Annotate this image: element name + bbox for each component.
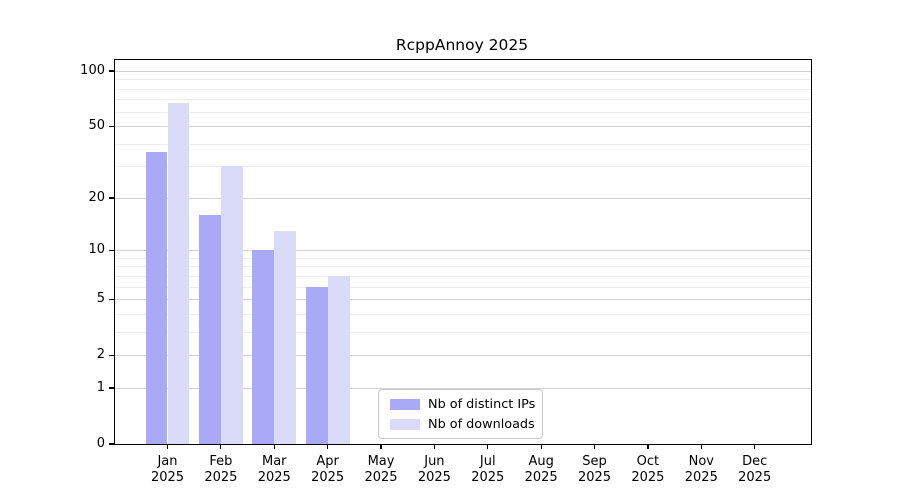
x-axis-tick <box>647 444 649 449</box>
legend-item-distinct-ips: Nb of distinct IPs <box>390 397 542 412</box>
minor-gridline <box>115 275 811 277</box>
x-axis-label-year: 2025 <box>311 470 345 485</box>
y-axis-label: 1 <box>96 379 105 395</box>
y-axis-tick <box>109 387 115 389</box>
minor-gridline <box>115 257 811 259</box>
major-gridline <box>115 70 811 72</box>
y-axis-label: 10 <box>88 242 105 258</box>
x-axis-label: Jul 2025 <box>458 454 518 486</box>
major-gridline <box>115 387 811 389</box>
x-axis-label-year: 2025 <box>150 470 185 485</box>
x-axis-label: Aug 2025 <box>511 454 571 486</box>
x-axis-label-year: 2025 <box>577 470 612 485</box>
x-axis-tick <box>540 444 542 449</box>
x-axis-label-year: 2025 <box>631 470 665 485</box>
x-axis-tick <box>433 444 435 449</box>
x-axis-label-year: 2025 <box>471 470 505 485</box>
y-axis-label: 5 <box>96 291 105 307</box>
major-gridline <box>115 197 811 199</box>
major-gridline <box>115 250 811 252</box>
x-axis-label: May 2025 <box>351 454 411 486</box>
major-gridline <box>115 126 811 128</box>
legend-swatch-distinct-ips <box>390 399 420 410</box>
x-axis-label-year: 2025 <box>684 470 718 485</box>
x-axis-label-year: 2025 <box>738 470 772 485</box>
bar-distinct-ips-apr <box>305 286 328 444</box>
minor-gridline <box>115 331 811 333</box>
y-axis-tick <box>109 298 115 300</box>
legend-label-distinct-ips: Nb of distinct IPs <box>428 397 536 412</box>
x-axis-label-year: 2025 <box>417 470 451 485</box>
legend: Nb of distinct IPs Nb of downloads <box>378 389 543 439</box>
x-axis-label: Apr 2025 <box>298 454 358 486</box>
bar-distinct-ips-mar <box>252 250 275 444</box>
x-axis-tick <box>700 444 702 449</box>
x-axis-tick <box>166 444 169 449</box>
y-axis-label: 100 <box>80 62 105 78</box>
x-axis-label: Jun 2025 <box>404 454 464 486</box>
bar-downloads-jan <box>167 102 190 444</box>
x-axis-label-year: 2025 <box>524 470 558 485</box>
y-axis-tick <box>109 197 115 199</box>
x-axis-label: Feb 2025 <box>191 454 251 486</box>
x-axis-tick <box>273 444 275 449</box>
bar-downloads-feb <box>220 166 243 444</box>
x-axis-tick <box>380 444 382 449</box>
x-axis-label: Mar 2025 <box>244 454 304 486</box>
y-axis-tick <box>109 249 115 251</box>
minor-gridline <box>115 166 811 168</box>
minor-gridline <box>115 313 811 315</box>
y-axis-label: 0 <box>96 436 105 451</box>
legend-label-downloads: Nb of downloads <box>428 417 535 432</box>
minor-gridline <box>115 88 811 90</box>
chart-title: RcppAnnoy 2025 <box>395 36 529 54</box>
x-axis-label: Jan 2025 <box>138 454 198 486</box>
bar-distinct-ips-jan <box>145 152 168 444</box>
minor-gridline <box>115 286 811 288</box>
legend-swatch-downloads <box>390 419 420 430</box>
x-axis-tick <box>220 444 222 449</box>
minor-gridline <box>115 79 811 81</box>
minor-gridline <box>115 99 811 101</box>
x-axis-label-year: 2025 <box>364 470 398 485</box>
x-axis-label: Nov 2025 <box>671 454 731 486</box>
bar-downloads-apr <box>327 275 350 444</box>
x-axis-label: Dec 2025 <box>725 454 785 486</box>
y-axis-label: 2 <box>96 347 105 363</box>
y-axis-label: 50 <box>88 118 105 134</box>
x-axis-tick <box>327 444 329 449</box>
y-axis-tick <box>109 125 115 127</box>
y-axis-tick <box>109 443 115 445</box>
x-axis-label: Sep 2025 <box>565 454 625 486</box>
x-axis-tick <box>593 444 596 449</box>
plot-area: 0 1 2 5 10 20 50 100 Jan 2025 Feb 2025 Mar 2025 Apr 202… <box>80 59 812 485</box>
x-axis-label: Oct 2025 <box>618 454 678 486</box>
y-axis-label: 20 <box>88 189 105 205</box>
bar-distinct-ips-feb <box>198 215 221 444</box>
x-axis-label-year: 2025 <box>204 470 238 485</box>
minor-gridline <box>115 143 811 145</box>
bar-downloads-mar <box>274 230 297 444</box>
minor-gridline <box>115 111 811 113</box>
legend-item-downloads: Nb of downloads <box>390 417 542 432</box>
x-axis-tick <box>487 444 489 449</box>
minor-gridline <box>115 266 811 268</box>
x-axis-tick <box>754 444 756 449</box>
y-axis-tick <box>109 354 115 356</box>
y-axis-tick <box>109 70 115 72</box>
x-axis-label-year: 2025 <box>257 470 291 485</box>
major-gridline <box>115 299 811 301</box>
major-gridline <box>115 355 811 357</box>
